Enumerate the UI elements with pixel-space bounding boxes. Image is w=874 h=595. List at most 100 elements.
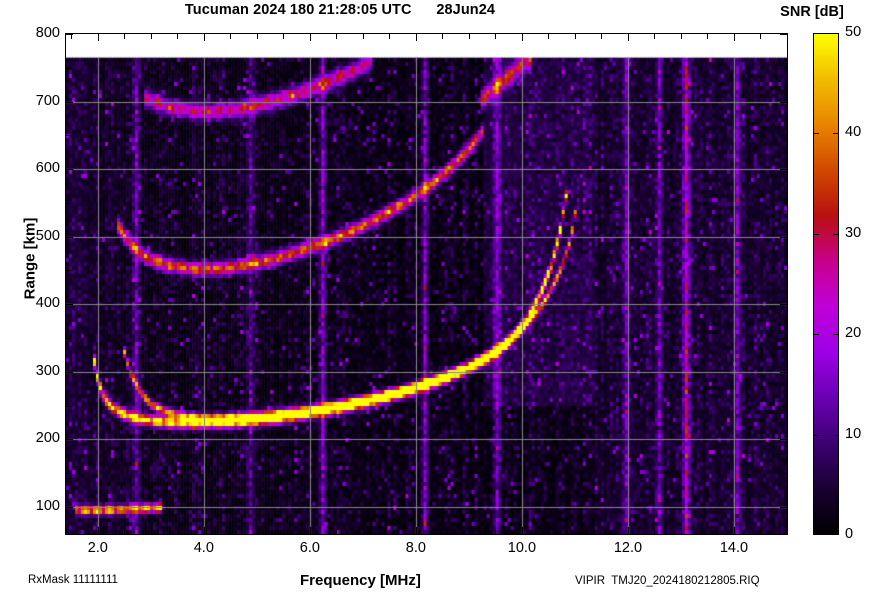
x-tick [151, 529, 152, 534]
y-tick [66, 34, 73, 35]
x-tick [469, 529, 470, 534]
rxmask-label: RxMask 11111111 [28, 574, 118, 586]
x-tick-top [442, 34, 443, 39]
colorbar-tick [833, 234, 839, 235]
x-tick [442, 529, 443, 534]
x-tick [681, 529, 682, 534]
x-tick [787, 529, 788, 534]
colorbar-tick [813, 234, 819, 235]
colorbar-tick-label: 40 [845, 124, 862, 141]
x-tick [363, 529, 364, 534]
colorbar-tick [833, 435, 839, 436]
colorbar-title: SNR [dB] [780, 4, 844, 20]
y-tick [66, 473, 71, 474]
y-tick-label: 400 [35, 295, 60, 312]
x-tick-top [548, 34, 549, 39]
y-tick [66, 203, 71, 204]
x-tick [310, 527, 311, 534]
x-tick-top [654, 34, 655, 39]
x-tick-top [760, 34, 761, 39]
x-tick-top [522, 34, 523, 41]
colorbar-tick-label: 0 [845, 526, 854, 542]
y-tick-label: 300 [35, 362, 60, 379]
x-tick-label: 6.0 [299, 540, 320, 556]
colorbar-tick [813, 334, 819, 335]
y-tick-label: 700 [35, 92, 60, 109]
x-tick [98, 527, 99, 534]
x-tick [734, 527, 735, 534]
y-tick-label: 800 [35, 25, 60, 41]
y-tick-right [780, 507, 787, 508]
y-tick-right [780, 372, 787, 373]
x-tick [416, 527, 417, 534]
x-tick [654, 529, 655, 534]
x-tick [601, 529, 602, 534]
colorbar [813, 33, 839, 535]
y-tick-label: 600 [35, 160, 60, 177]
colorbar-tick-label: 50 [845, 24, 862, 40]
colorbar-tick [833, 133, 839, 134]
colorbar-tick-label: 10 [845, 425, 862, 442]
x-tick [495, 529, 496, 534]
x-tick-label: 14.0 [719, 540, 749, 556]
x-tick-top [204, 34, 205, 41]
x-tick-label: 2.0 [87, 540, 108, 556]
y-tick [66, 237, 73, 238]
x-tick [177, 529, 178, 534]
x-tick-top [628, 34, 629, 41]
page-title: Tucuman 2024 180 21:28:05 UTC 28Jun24 [184, 2, 496, 18]
y-axis-label: Range [km] [21, 217, 39, 300]
y-tick [66, 406, 71, 407]
x-tick [389, 529, 390, 534]
x-tick [707, 529, 708, 534]
y-tick [66, 507, 73, 508]
x-tick-label: 10.0 [507, 540, 537, 556]
colorbar-tick-label: 30 [845, 224, 862, 241]
x-tick [230, 529, 231, 534]
x-tick-top [151, 34, 152, 39]
colorbar-tick [813, 435, 819, 436]
y-tick-right [780, 237, 787, 238]
y-tick-right [780, 439, 787, 440]
x-tick-top [177, 34, 178, 39]
x-tick-label: 12.0 [613, 540, 643, 556]
y-tick [66, 169, 73, 170]
y-tick-right [782, 270, 787, 271]
x-tick [336, 529, 337, 534]
y-tick-label: 200 [35, 430, 60, 447]
x-tick-top [71, 34, 72, 39]
x-tick [575, 529, 576, 534]
x-axis-label: Frequency [MHz] [300, 572, 421, 589]
x-tick-top [575, 34, 576, 39]
y-tick-right [782, 473, 787, 474]
x-tick-top [416, 34, 417, 41]
y-tick-right [782, 203, 787, 204]
x-tick [760, 529, 761, 534]
y-tick-right [782, 406, 787, 407]
colorbar-gradient [814, 34, 838, 534]
x-tick-top [283, 34, 284, 39]
x-tick-top [495, 34, 496, 39]
x-tick-label: 4.0 [193, 540, 214, 556]
x-tick-top [787, 34, 788, 39]
file-tag-label: VIPIR TMJ20_2024180212805.RIQ [575, 575, 760, 587]
y-tick [66, 338, 71, 339]
y-tick [66, 372, 73, 373]
x-tick-top [707, 34, 708, 39]
x-tick-top [336, 34, 337, 39]
x-tick-top [363, 34, 364, 39]
y-tick [66, 439, 73, 440]
x-tick-top [681, 34, 682, 39]
x-tick-top [98, 34, 99, 41]
y-tick [66, 68, 71, 69]
y-tick-right [782, 68, 787, 69]
x-tick [283, 529, 284, 534]
x-tick-top [124, 34, 125, 39]
y-tick-right [780, 34, 787, 35]
x-tick-top [389, 34, 390, 39]
x-tick [522, 527, 523, 534]
x-tick-label: 8.0 [405, 540, 426, 556]
y-tick [66, 135, 71, 136]
x-tick [124, 529, 125, 534]
